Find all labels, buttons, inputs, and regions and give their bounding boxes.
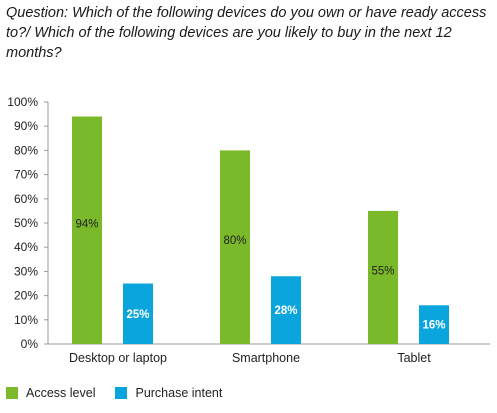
data-label-purchase-intent: 16% — [422, 320, 445, 332]
y-tick-label: 60% — [14, 192, 38, 206]
bar-access-level — [368, 210, 398, 344]
y-tick-label: 90% — [14, 119, 38, 133]
legend-item-access-level: Access level — [6, 386, 95, 400]
bar-purchase-intent — [419, 305, 449, 344]
legend-label-purchase-intent: Purchase intent — [135, 386, 223, 400]
data-label-access-level: 55% — [371, 265, 394, 277]
y-tick-label: 80% — [14, 143, 38, 157]
x-category-label: Tablet — [397, 351, 431, 365]
legend-swatch-access-level — [6, 387, 18, 399]
legend-swatch-purchase-intent — [115, 387, 128, 399]
chart-legend: Access level Purchase intent — [6, 386, 242, 400]
data-label-access-level: 94% — [75, 218, 98, 230]
y-tick-label: 70% — [14, 168, 38, 182]
x-category-label: Smartphone — [232, 351, 300, 365]
y-tick-label: 0% — [21, 337, 39, 351]
legend-label-access-level: Access level — [26, 386, 96, 400]
x-category-label: Desktop or laptop — [69, 351, 167, 365]
bar-purchase-intent — [271, 276, 301, 344]
bar-purchase-intent — [123, 283, 153, 344]
y-tick-label: 30% — [14, 264, 38, 278]
legend-item-purchase-intent: Purchase intent — [115, 386, 222, 400]
y-tick-label: 10% — [14, 313, 38, 327]
chart-title: Question: Which of the following devices… — [6, 5, 487, 61]
y-tick-label: 50% — [14, 216, 38, 230]
data-label-access-level: 80% — [223, 235, 246, 247]
data-label-purchase-intent: 25% — [126, 309, 149, 321]
y-tick-label: 100% — [7, 95, 38, 109]
y-tick-label: 40% — [14, 240, 38, 254]
bar-access-level — [72, 116, 102, 345]
bar-access-level — [220, 150, 250, 344]
data-label-purchase-intent: 28% — [274, 305, 297, 317]
y-tick-label: 20% — [14, 289, 38, 303]
